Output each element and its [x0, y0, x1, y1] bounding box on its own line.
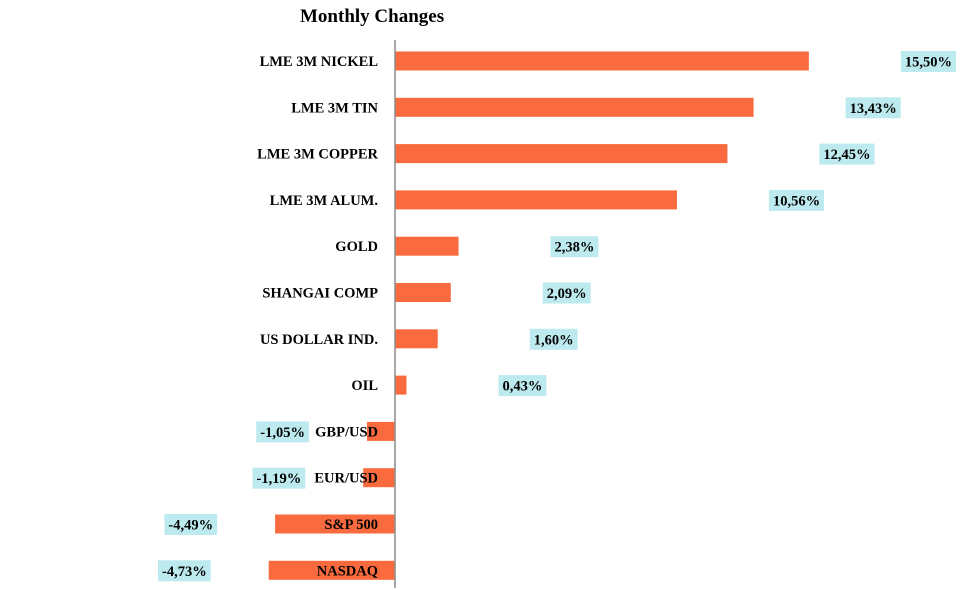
data-label-background	[819, 143, 875, 165]
category-label-us-dollar-ind: US DOLLAR IND.	[260, 332, 378, 348]
bar-us-dollar-ind	[395, 329, 438, 349]
bar-shangai-comp	[395, 283, 451, 302]
data-label-background	[252, 467, 306, 489]
data-label-shangai-comp: 2,09%	[542, 282, 591, 304]
data-label-background	[900, 51, 956, 72]
data-label-lme-3m-alum: 10,56%	[768, 189, 825, 211]
bar-lme-3m-copper	[395, 144, 728, 164]
category-label-lme-3m-copper: LME 3M COPPER	[257, 147, 378, 163]
data-label-background	[498, 375, 547, 397]
category-label-oil: OIL	[351, 378, 378, 394]
data-label-text: -4,49%	[168, 518, 213, 534]
data-label-background	[529, 328, 578, 350]
data-label-text: 1,60%	[534, 332, 574, 348]
data-label-background	[157, 560, 211, 582]
data-label-text: -4,73%	[162, 564, 207, 580]
category-label-gold: GOLD	[335, 239, 378, 255]
data-label-background	[542, 282, 591, 304]
data-label-text: 13,43%	[850, 101, 897, 117]
data-label-text: 10,56%	[773, 193, 820, 209]
data-label-eur-usd: -1,19%	[252, 467, 306, 489]
category-label-s-p-500: S&P 500	[324, 517, 378, 533]
bar-nasdaq	[268, 560, 395, 580]
bar-lme-3m-alum	[395, 190, 677, 210]
bars-layer	[268, 51, 809, 580]
category-label-shangai-comp: SHANGAI COMP	[262, 286, 378, 302]
data-label-us-dollar-ind: 1,60%	[529, 328, 578, 350]
bar-gbp-usd	[366, 421, 395, 441]
chart-title: Monthly Changes	[300, 6, 445, 27]
data-label-text: -1,19%	[257, 471, 302, 487]
data-label-nasdaq: -4,73%	[157, 560, 211, 582]
category-label-eur-usd: EUR/USD	[314, 471, 378, 487]
bar-oil	[395, 375, 407, 395]
data-label-s-p-500: -4,49%	[164, 514, 218, 535]
category-label-gbp-usd: GBP/USD	[315, 424, 378, 440]
data-label-background	[768, 189, 825, 211]
data-label-oil: 0,43%	[498, 375, 547, 397]
category-label-nasdaq: NASDAQ	[317, 563, 378, 579]
data-label-text: 0,43%	[502, 379, 542, 395]
bar-eur-usd	[363, 468, 395, 488]
data-label-text: 2,09%	[547, 286, 587, 302]
bar-s-p-500	[275, 514, 395, 534]
data-label-background	[845, 97, 901, 119]
bar-lme-3m-nickel	[395, 51, 809, 71]
data-label-text: 2,38%	[555, 240, 595, 256]
data-label-background	[550, 236, 599, 258]
data-label-lme-3m-tin: 13,43%	[845, 97, 901, 119]
data-label-text: -1,05%	[260, 425, 305, 441]
data-label-background	[164, 514, 218, 535]
data-label-lme-3m-nickel: 15,50%	[900, 51, 956, 72]
data-label-gbp-usd: -1,05%	[256, 421, 309, 443]
data-label-gold: 2,38%	[550, 236, 599, 258]
category-label-lme-3m-tin: LME 3M TIN	[291, 100, 378, 116]
category-label-lme-3m-nickel: LME 3M NICKEL	[260, 54, 379, 70]
data-label-text: 12,45%	[823, 147, 870, 163]
category-label-lme-3m-alum: LME 3M ALUM.	[270, 193, 378, 209]
bar-lme-3m-tin	[395, 97, 754, 117]
bar-gold	[395, 236, 459, 256]
data-label-background	[256, 421, 309, 443]
data-label-lme-3m-copper: 12,45%	[819, 143, 875, 165]
labels-layer: LME 3M NICKEL 15,50% LME 3M TIN 13,43% LME 3…	[157, 51, 956, 582]
data-label-text: 15,50%	[905, 55, 952, 71]
